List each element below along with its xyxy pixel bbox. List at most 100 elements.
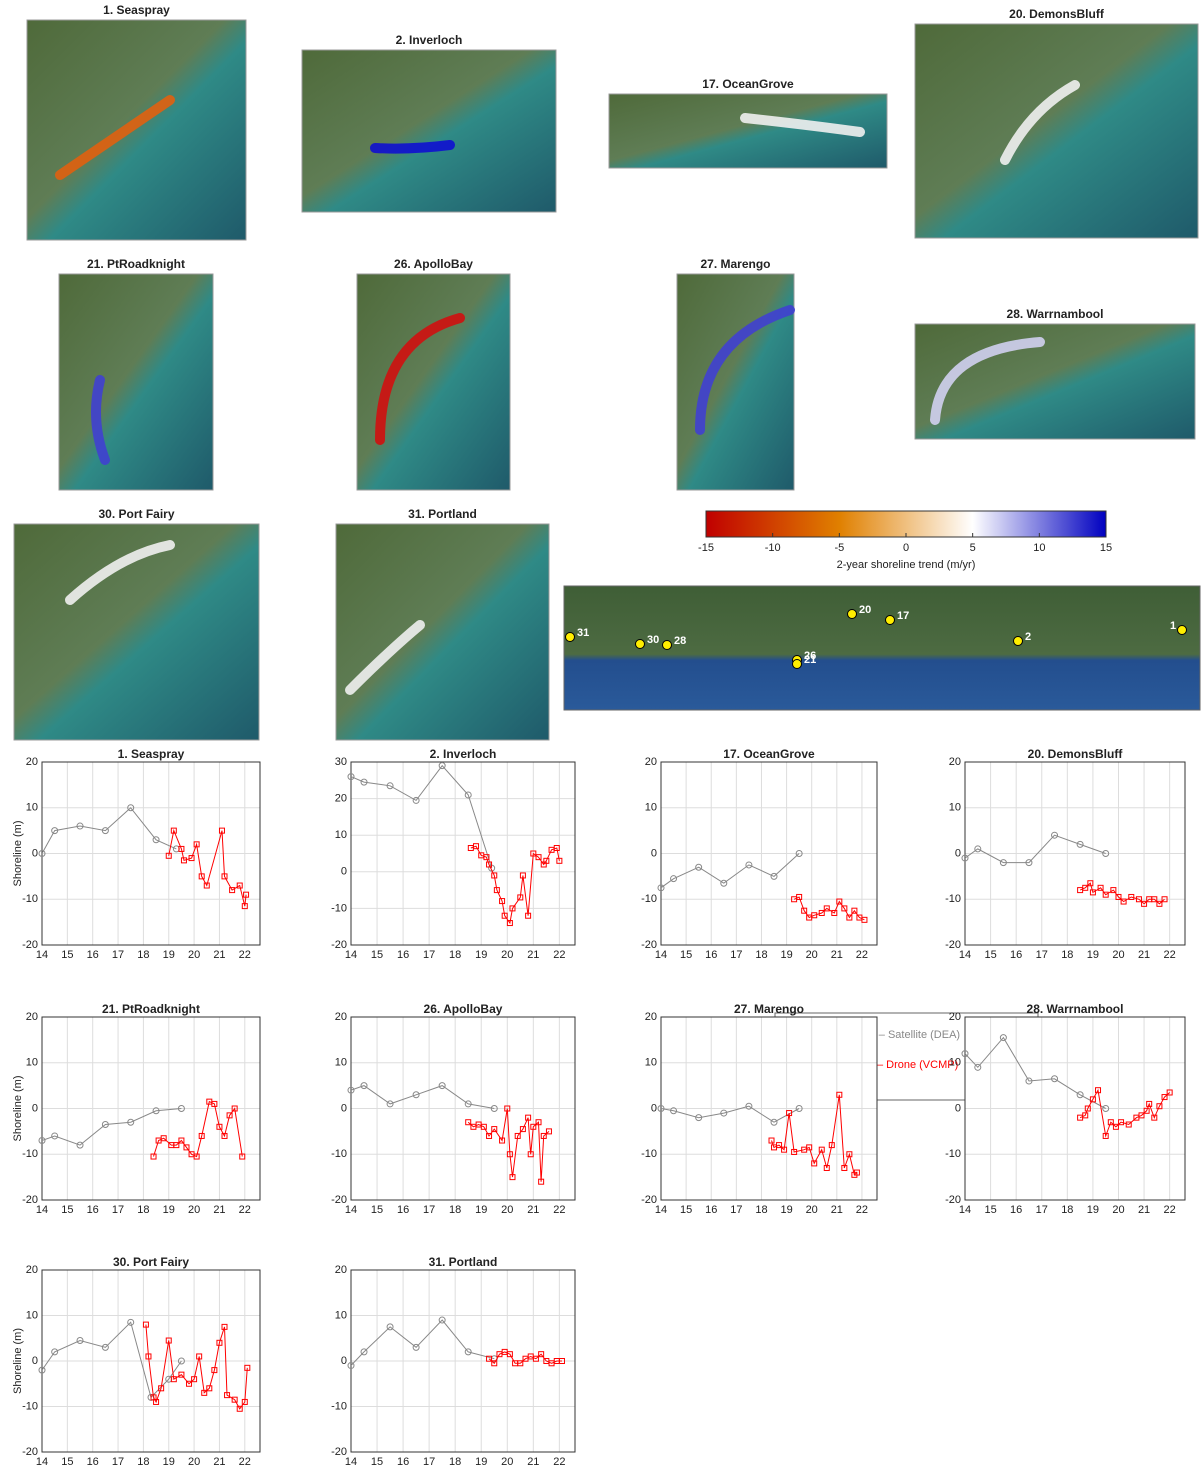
y-tick-label: -10 xyxy=(641,893,657,905)
data-point xyxy=(216,1339,223,1346)
colorbar-tick-label: 5 xyxy=(970,542,976,554)
series-line xyxy=(351,1085,495,1109)
map-title: 1. Seaspray xyxy=(103,3,170,17)
data-point xyxy=(360,778,368,786)
y-tick-label: 0 xyxy=(341,1102,347,1114)
data-point xyxy=(1076,1091,1084,1099)
plot-frame xyxy=(660,761,878,946)
x-tick-label: 17 xyxy=(730,1204,742,1216)
data-point xyxy=(38,850,46,857)
satellite-image xyxy=(26,19,247,241)
data-point xyxy=(150,1153,157,1160)
y-tick-label: -20 xyxy=(331,939,347,951)
x-tick-label: 22 xyxy=(1164,949,1176,961)
x-tick-label: 18 xyxy=(449,1204,461,1216)
x-tick-label: 16 xyxy=(705,1204,717,1216)
data-point xyxy=(846,1151,853,1158)
data-point xyxy=(745,1102,753,1110)
data-point xyxy=(244,1364,251,1371)
x-tick-label: 21 xyxy=(831,1204,843,1216)
chart-title: 21. PtRoadknight xyxy=(102,1002,200,1016)
y-tick-label: 20 xyxy=(26,1264,38,1276)
shoreline-trend xyxy=(1000,80,1080,165)
series-line xyxy=(1079,1088,1171,1138)
data-point xyxy=(224,1392,231,1399)
data-point xyxy=(1156,1103,1163,1110)
shoreline-trend xyxy=(695,305,795,435)
shoreline-trend xyxy=(55,95,175,180)
map-title: 21. PtRoadknight xyxy=(87,257,185,271)
x-tick-label: 21 xyxy=(1138,949,1150,961)
x-tick-label: 22 xyxy=(553,1204,565,1216)
site-label: 21 xyxy=(804,654,816,666)
y-tick-label: -20 xyxy=(331,1194,347,1206)
x-tick-label: 15 xyxy=(371,1204,383,1216)
data-point xyxy=(165,852,172,859)
data-point xyxy=(657,1105,665,1112)
data-point xyxy=(1118,1119,1125,1126)
x-tick-label: 19 xyxy=(475,949,487,961)
satellite-image xyxy=(676,273,795,491)
colorbar-tick-label: -10 xyxy=(765,542,781,554)
data-point xyxy=(1097,884,1104,891)
data-point xyxy=(670,875,678,883)
data-point xyxy=(1166,1089,1173,1096)
data-point xyxy=(846,914,853,921)
x-tick-label: 15 xyxy=(371,949,383,961)
x-tick-label: 16 xyxy=(1010,949,1022,961)
data-point xyxy=(514,1132,521,1139)
data-point xyxy=(211,1100,218,1107)
y-tick-label: -10 xyxy=(945,893,961,905)
data-point xyxy=(76,822,84,830)
x-tick-label: 18 xyxy=(755,949,767,961)
y-tick-label: 10 xyxy=(335,1057,347,1069)
data-point xyxy=(206,1385,213,1392)
y-tick-label: 10 xyxy=(645,1057,657,1069)
x-tick-label: 20 xyxy=(501,1204,513,1216)
site-label: 17 xyxy=(897,610,909,622)
x-tick-label: 15 xyxy=(371,1456,383,1468)
data-point xyxy=(170,1376,177,1383)
satellite-image xyxy=(914,323,1196,440)
satellite-image xyxy=(58,273,214,491)
data-point xyxy=(38,1366,46,1374)
data-point xyxy=(999,859,1007,867)
data-point xyxy=(193,841,200,848)
data-point xyxy=(818,909,825,916)
map-title: 27. Marengo xyxy=(700,257,770,271)
y-tick-label: 10 xyxy=(949,802,961,814)
y-tick-label: 30 xyxy=(335,756,347,768)
data-point xyxy=(1107,1119,1114,1126)
data-point xyxy=(101,1343,109,1351)
map-title: 30. Port Fairy xyxy=(98,507,174,521)
x-tick-label: 20 xyxy=(188,949,200,961)
x-tick-label: 20 xyxy=(188,1456,200,1468)
y-tick-label: -10 xyxy=(22,893,38,905)
data-point xyxy=(670,1107,678,1115)
y-tick-label: -10 xyxy=(331,902,347,914)
data-point xyxy=(76,1337,84,1345)
data-point xyxy=(1143,1107,1150,1114)
x-tick-label: 14 xyxy=(36,1456,48,1468)
x-tick-label: 16 xyxy=(87,949,99,961)
x-tick-label: 20 xyxy=(501,949,513,961)
data-point xyxy=(506,920,513,927)
data-point xyxy=(506,1351,513,1358)
x-tick-label: 19 xyxy=(1087,1204,1099,1216)
y-tick-label: 20 xyxy=(335,793,347,805)
y-tick-label: 0 xyxy=(32,1355,38,1367)
data-point xyxy=(76,1141,84,1149)
data-point xyxy=(51,1132,59,1140)
x-tick-label: 16 xyxy=(397,1456,409,1468)
map-title: 2. Inverloch xyxy=(396,33,463,47)
x-tick-label: 16 xyxy=(397,949,409,961)
site-label: 2 xyxy=(1025,631,1031,643)
colorbar-label: 2-year shoreline trend (m/yr) xyxy=(837,559,976,571)
y-tick-label: 0 xyxy=(651,1102,657,1114)
chart-title: 17. OceanGrove xyxy=(723,747,815,761)
site-marker xyxy=(635,639,645,649)
data-point xyxy=(519,872,526,879)
data-point xyxy=(51,1348,59,1356)
data-point xyxy=(231,1396,238,1403)
data-point xyxy=(506,1151,513,1158)
